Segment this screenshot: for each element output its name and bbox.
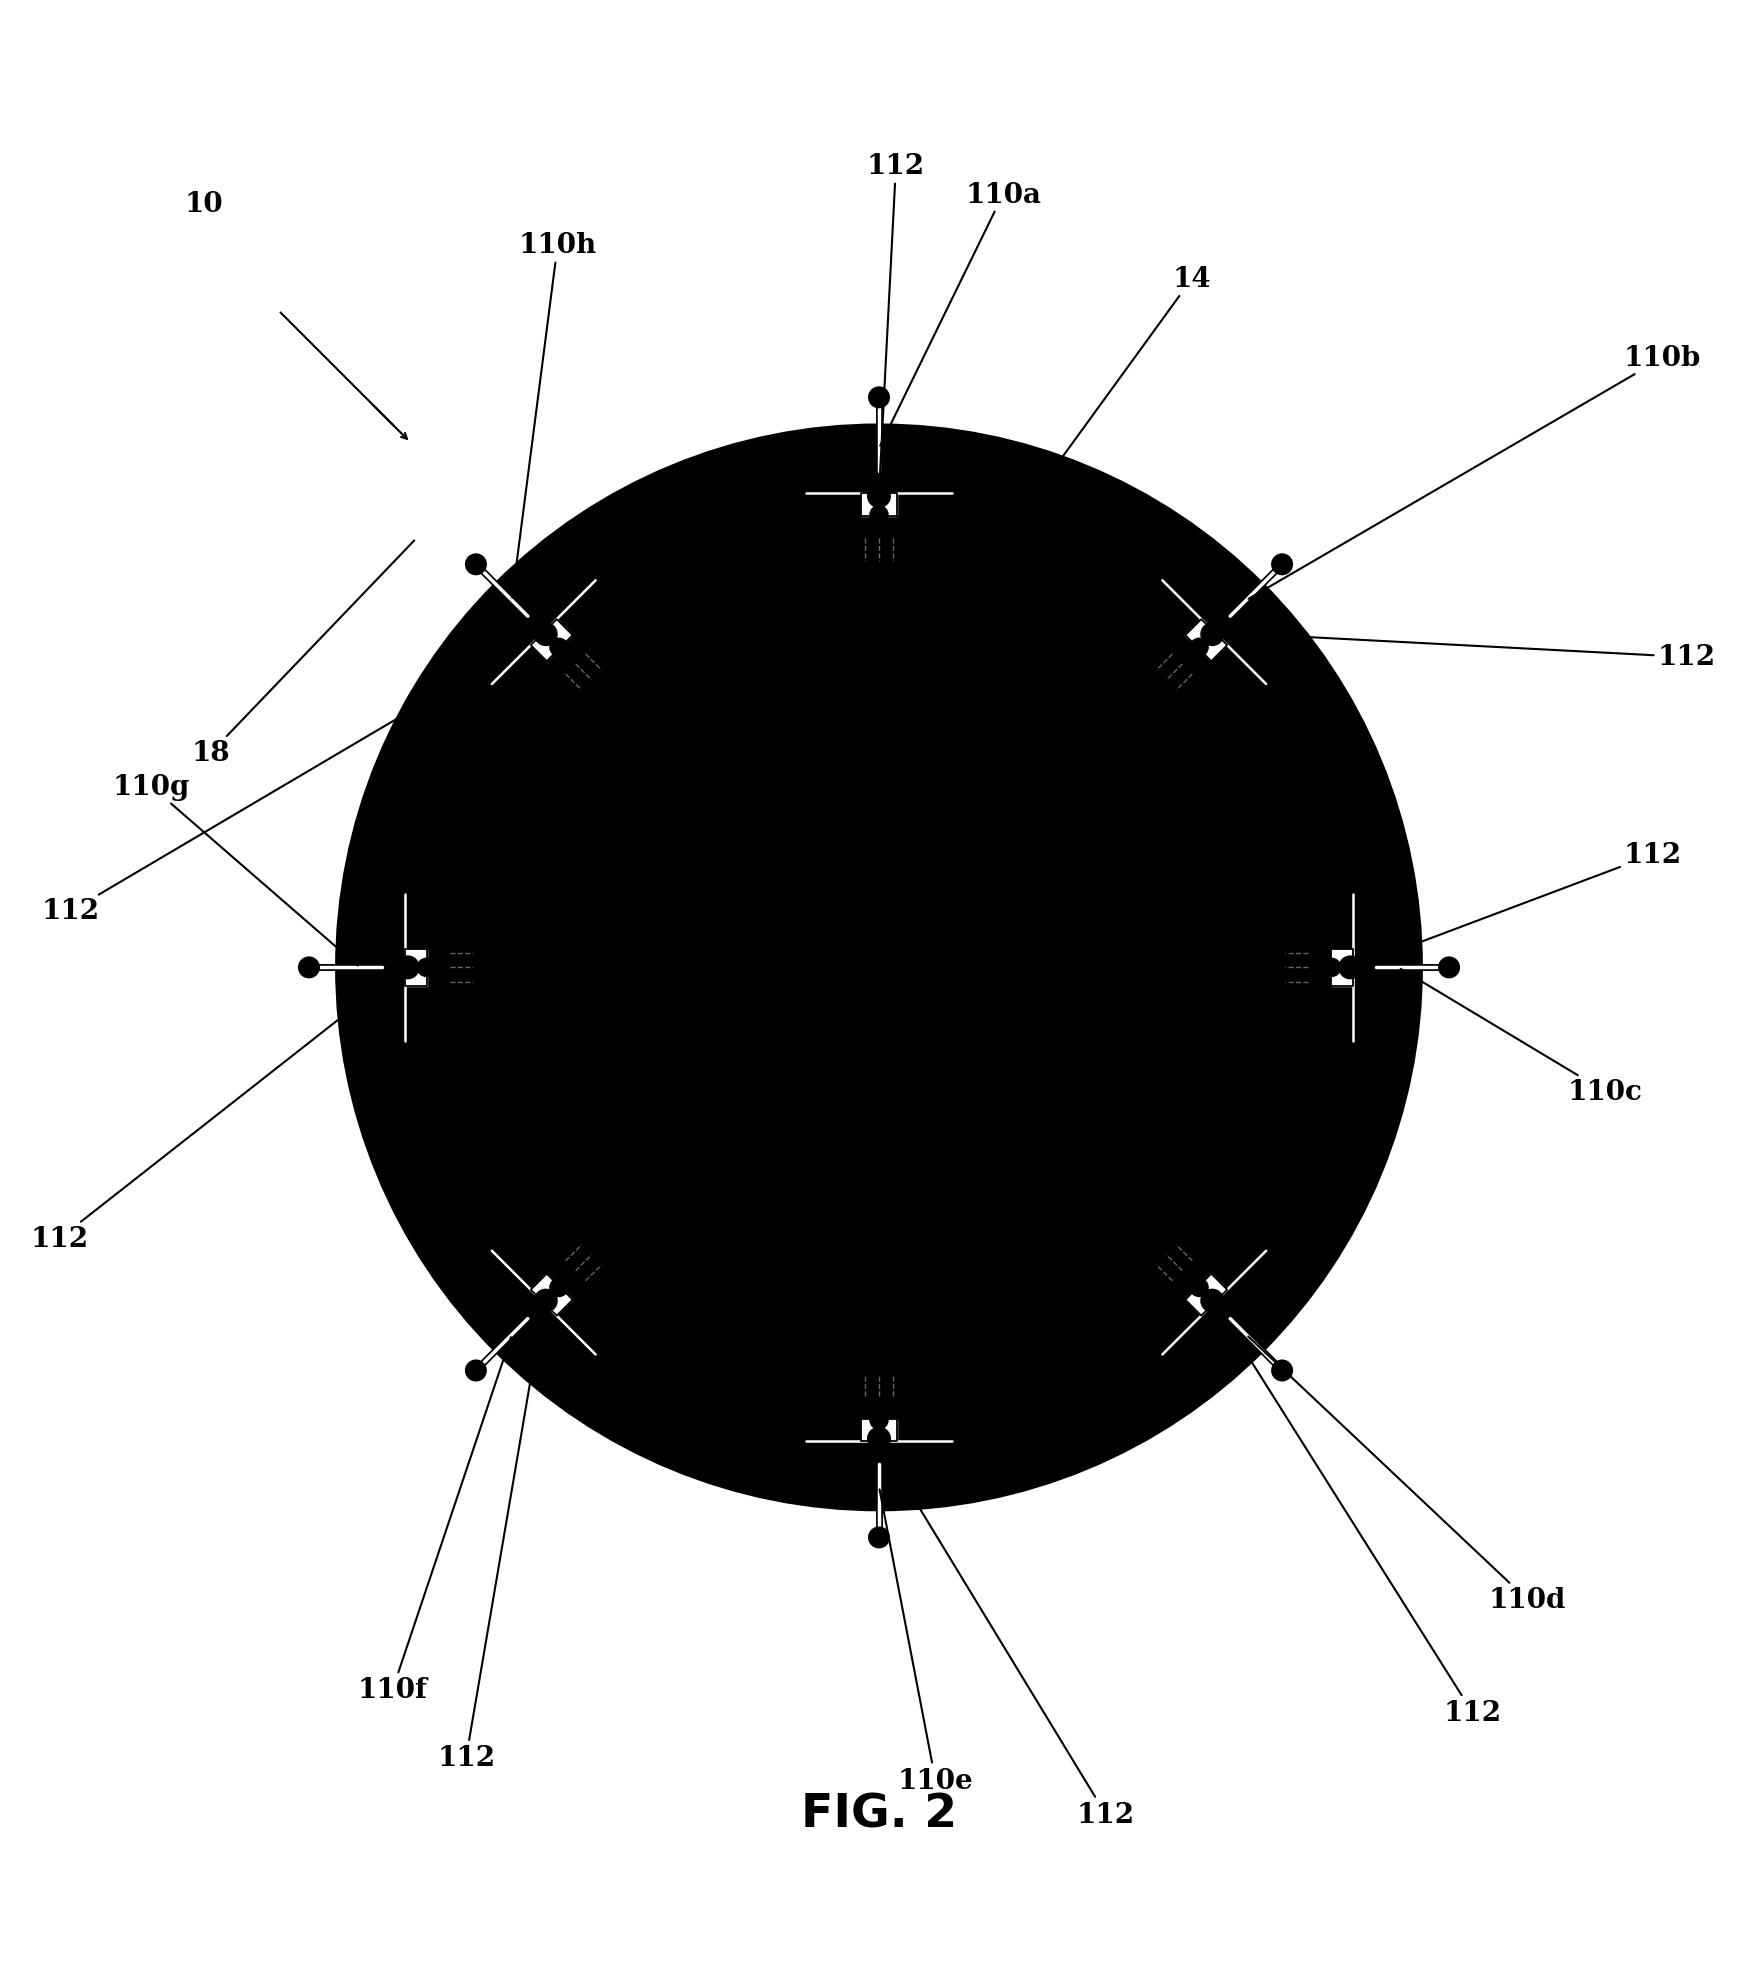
Text: 110g: 110g — [112, 774, 357, 966]
Text: 112: 112 — [866, 153, 924, 491]
Circle shape — [838, 454, 919, 534]
Circle shape — [1204, 935, 1270, 1002]
Text: 110d: 110d — [1247, 1337, 1565, 1612]
Circle shape — [483, 573, 1274, 1363]
Circle shape — [534, 1290, 557, 1312]
Text: 110f: 110f — [357, 1337, 511, 1703]
Polygon shape — [404, 949, 427, 986]
Circle shape — [534, 625, 1223, 1312]
Circle shape — [374, 464, 1383, 1473]
Circle shape — [868, 389, 889, 409]
Circle shape — [573, 1169, 676, 1273]
Circle shape — [1189, 1279, 1207, 1296]
Circle shape — [845, 575, 912, 644]
Circle shape — [838, 1400, 919, 1483]
Circle shape — [592, 1188, 659, 1255]
Circle shape — [1174, 593, 1254, 674]
Circle shape — [397, 956, 418, 980]
Circle shape — [503, 1263, 583, 1343]
Text: 110b: 110b — [1247, 346, 1701, 599]
Circle shape — [466, 556, 485, 575]
Circle shape — [364, 927, 445, 1008]
Circle shape — [1081, 1169, 1184, 1273]
Text: 112: 112 — [437, 1306, 543, 1772]
Circle shape — [868, 1428, 889, 1449]
Circle shape — [1437, 958, 1458, 978]
Circle shape — [845, 1292, 912, 1359]
Text: 112: 112 — [1216, 1306, 1500, 1726]
Circle shape — [534, 623, 557, 646]
Circle shape — [608, 697, 1149, 1239]
Circle shape — [503, 593, 583, 674]
Circle shape — [826, 558, 931, 662]
Circle shape — [469, 915, 573, 1019]
Text: 110a: 110a — [880, 181, 1040, 446]
Polygon shape — [531, 621, 573, 662]
Circle shape — [592, 682, 659, 748]
Circle shape — [1272, 556, 1291, 575]
Polygon shape — [1184, 1275, 1226, 1316]
Circle shape — [337, 426, 1420, 1510]
Polygon shape — [531, 1275, 573, 1316]
Circle shape — [1174, 1263, 1254, 1343]
Circle shape — [1200, 1290, 1223, 1312]
Text: 10: 10 — [184, 191, 223, 218]
Circle shape — [870, 507, 887, 524]
Circle shape — [868, 485, 889, 509]
Text: 110e: 110e — [878, 1489, 973, 1793]
Circle shape — [1339, 956, 1360, 980]
Circle shape — [416, 958, 436, 976]
Text: 112: 112 — [1355, 843, 1681, 966]
Circle shape — [416, 505, 1341, 1430]
Text: 112: 112 — [42, 634, 541, 925]
Circle shape — [466, 1361, 485, 1381]
Circle shape — [550, 638, 568, 658]
Circle shape — [868, 1528, 889, 1548]
Circle shape — [1081, 662, 1184, 766]
Circle shape — [506, 595, 1251, 1339]
Text: 112: 112 — [1216, 632, 1715, 672]
Circle shape — [487, 935, 553, 1002]
Text: 112: 112 — [880, 1444, 1133, 1828]
Polygon shape — [861, 1420, 896, 1442]
Text: 112: 112 — [30, 970, 402, 1253]
Polygon shape — [861, 495, 896, 517]
Circle shape — [870, 1412, 887, 1430]
Text: FIG. 2: FIG. 2 — [801, 1791, 956, 1836]
Circle shape — [1098, 1188, 1165, 1255]
Circle shape — [1312, 927, 1393, 1008]
Circle shape — [573, 662, 676, 766]
Circle shape — [1200, 623, 1223, 646]
Text: 14: 14 — [1049, 267, 1211, 475]
Text: 110c: 110c — [1400, 970, 1641, 1106]
Circle shape — [1189, 638, 1207, 658]
Circle shape — [1321, 958, 1341, 976]
Polygon shape — [1184, 621, 1226, 662]
Circle shape — [641, 731, 1116, 1204]
Circle shape — [1184, 915, 1288, 1019]
Circle shape — [1098, 682, 1165, 748]
Text: 110h: 110h — [511, 232, 596, 599]
Circle shape — [299, 958, 320, 978]
Circle shape — [550, 1279, 568, 1296]
Circle shape — [1272, 1361, 1291, 1381]
Text: 18: 18 — [192, 542, 415, 768]
Polygon shape — [1330, 949, 1353, 986]
Circle shape — [450, 540, 1307, 1396]
Circle shape — [826, 1275, 931, 1379]
